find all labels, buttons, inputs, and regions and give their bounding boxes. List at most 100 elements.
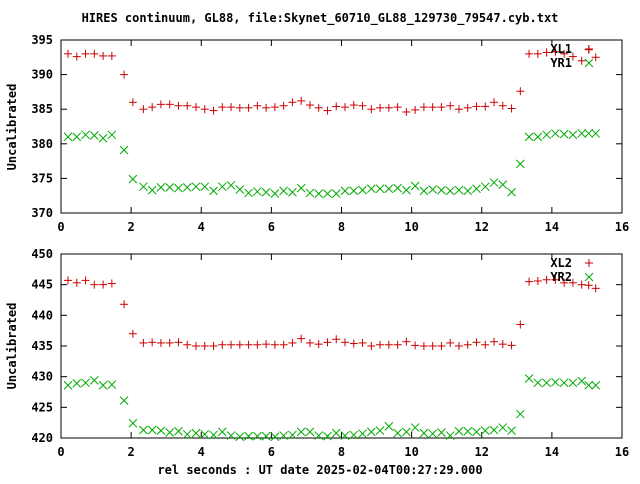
- data-point-yr2: [270, 432, 280, 442]
- data-point-xl1: [428, 103, 437, 112]
- legend-label-yr2: YR2: [550, 270, 572, 284]
- data-point-yr1: [480, 182, 490, 192]
- data-point-yr2: [174, 426, 183, 436]
- data-point-xl1: [279, 101, 288, 110]
- data-point-yr1: [533, 132, 543, 142]
- data-point-xl2: [218, 340, 227, 349]
- data-point-xl2: [156, 338, 165, 347]
- data-point-xl1: [128, 98, 137, 107]
- data-point-yr1: [147, 185, 157, 195]
- data-point-xl2: [428, 342, 437, 350]
- data-point-yr1: [107, 130, 117, 140]
- y-tick-label: 375: [31, 171, 53, 185]
- data-point-yr2: [419, 428, 429, 438]
- data-point-yr1: [139, 182, 148, 192]
- data-point-yr1: [217, 182, 227, 192]
- data-point-xl2: [446, 338, 455, 347]
- data-point-yr2: [128, 418, 138, 428]
- data-point-yr1: [524, 132, 534, 142]
- data-point-yr1: [279, 186, 289, 196]
- data-point-xl1: [533, 49, 542, 58]
- legend-marker-yr2: [584, 272, 594, 282]
- data-point-yr2: [217, 427, 227, 437]
- data-point-yr1: [63, 132, 73, 142]
- data-point-yr1: [261, 187, 271, 197]
- data-point-yr2: [551, 377, 560, 387]
- data-point-xl2: [419, 342, 428, 350]
- data-point-yr2: [454, 426, 464, 436]
- data-point-xl2: [402, 337, 411, 346]
- data-point-yr1: [551, 129, 560, 138]
- data-point-yr1: [191, 182, 201, 192]
- data-point-xl1: [349, 101, 358, 110]
- y-tick-label: 450: [31, 247, 53, 261]
- data-point-yr2: [107, 380, 117, 389]
- data-point-yr1: [209, 186, 218, 196]
- y-tick-label: 445: [31, 278, 53, 292]
- data-point-yr1: [89, 131, 99, 140]
- data-point-yr2: [252, 431, 262, 441]
- x-tick-label: 4: [198, 220, 205, 234]
- data-point-yr2: [463, 426, 473, 436]
- data-point-xl2: [120, 300, 129, 309]
- data-point-xl2: [64, 276, 73, 285]
- data-point-xl2: [244, 340, 253, 349]
- data-point-xl2: [542, 275, 551, 284]
- data-point-xl2: [498, 340, 507, 349]
- data-point-yr1: [296, 183, 306, 193]
- data-point-xl1: [376, 103, 385, 112]
- data-point-xl2: [490, 337, 499, 346]
- data-point-xl1: [235, 103, 244, 112]
- data-point-yr1: [252, 187, 262, 196]
- data-point-yr1: [515, 159, 525, 169]
- data-point-xl1: [244, 103, 253, 112]
- data-point-xl2: [253, 340, 262, 349]
- data-point-yr2: [410, 423, 420, 432]
- data-point-yr1: [577, 129, 587, 138]
- data-point-yr2: [472, 427, 481, 437]
- data-point-xl1: [209, 106, 218, 115]
- data-point-xl1: [384, 103, 393, 112]
- data-point-xl2: [341, 338, 350, 347]
- data-point-xl2: [349, 339, 358, 348]
- x-tick-label: 16: [615, 220, 629, 234]
- data-point-yr1: [419, 186, 429, 196]
- data-point-yr2: [331, 428, 341, 438]
- data-point-xl2: [551, 275, 560, 284]
- data-point-xl1: [270, 103, 279, 112]
- data-point-yr2: [498, 423, 508, 432]
- data-point-yr2: [89, 375, 99, 385]
- data-point-xl1: [498, 101, 507, 110]
- data-point-xl1: [165, 100, 174, 109]
- data-point-xl1: [148, 103, 157, 112]
- data-point-xl1: [358, 101, 367, 110]
- data-point-xl2: [568, 278, 577, 287]
- data-point-yr2: [209, 430, 218, 440]
- data-point-yr2: [296, 427, 306, 437]
- data-point-xl2: [139, 338, 148, 347]
- data-point-yr2: [139, 425, 148, 435]
- x-tick-label: 8: [338, 220, 345, 234]
- data-point-yr2: [261, 431, 271, 441]
- data-point-yr1: [393, 183, 402, 193]
- data-point-yr1: [437, 185, 446, 195]
- data-point-yr2: [437, 428, 446, 437]
- legend-label-xl1: XL1: [550, 42, 572, 56]
- data-point-yr2: [226, 431, 236, 440]
- data-point-xl2: [191, 342, 200, 350]
- data-point-yr2: [480, 426, 490, 435]
- data-point-xl1: [490, 98, 499, 107]
- data-point-yr1: [366, 184, 376, 194]
- data-point-xl2: [279, 340, 288, 349]
- x-tick-label: 6: [268, 220, 275, 234]
- data-point-yr1: [375, 184, 385, 194]
- data-point-yr2: [349, 430, 359, 440]
- data-point-yr1: [305, 188, 315, 198]
- data-point-yr2: [305, 427, 315, 437]
- data-point-yr2: [314, 431, 324, 440]
- data-point-yr2: [279, 431, 289, 440]
- data-point-xl1: [314, 103, 323, 112]
- data-point-xl2: [209, 342, 218, 350]
- data-point-yr2: [577, 376, 587, 386]
